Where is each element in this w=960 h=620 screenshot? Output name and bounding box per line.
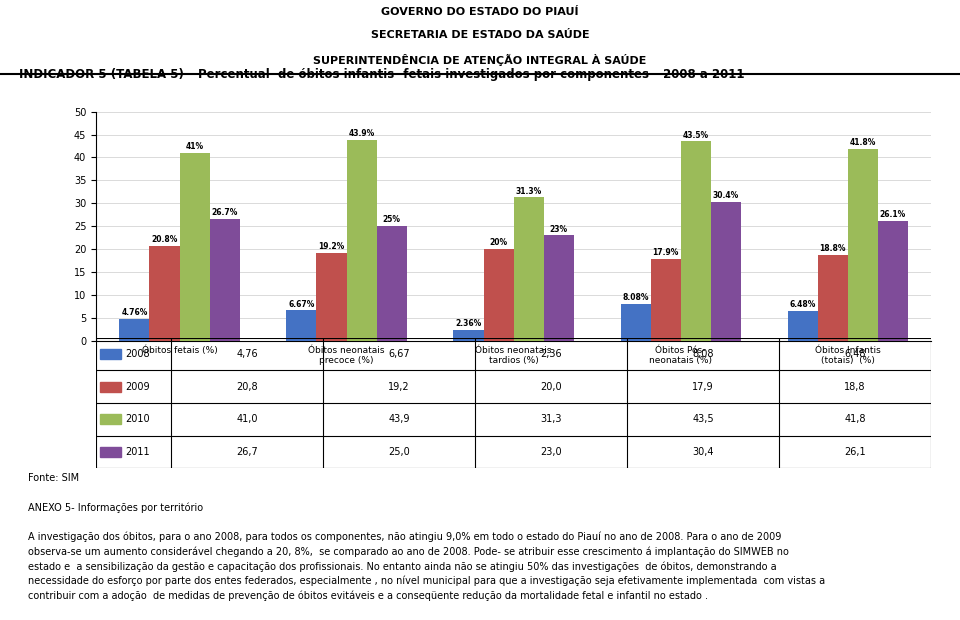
Bar xyxy=(848,149,877,341)
Text: necessidade do esforço por parte dos entes federados, especialmente , no nível m: necessidade do esforço por parte dos ent… xyxy=(29,576,826,587)
Text: 20,0: 20,0 xyxy=(540,382,562,392)
Text: 30.4%: 30.4% xyxy=(712,191,739,200)
Text: 18,8: 18,8 xyxy=(845,382,866,392)
Bar xyxy=(484,249,514,341)
Text: 8,08: 8,08 xyxy=(692,349,714,359)
Text: observa-se um aumento considerável chegando a 20, 8%,  se comparado ao ano de 20: observa-se um aumento considerável chega… xyxy=(29,546,789,557)
Text: 30,4: 30,4 xyxy=(692,447,714,457)
Text: 19,2: 19,2 xyxy=(389,382,410,392)
Bar xyxy=(681,141,710,341)
Text: 26,1: 26,1 xyxy=(845,447,866,457)
Text: 6.67%: 6.67% xyxy=(288,299,315,309)
Text: ANEXO 5- Informações por território: ANEXO 5- Informações por território xyxy=(29,502,204,513)
Text: 2.36%: 2.36% xyxy=(455,319,482,329)
Bar xyxy=(317,253,347,341)
Bar xyxy=(514,197,543,341)
Text: 43.5%: 43.5% xyxy=(683,131,708,140)
Text: 26,7: 26,7 xyxy=(236,447,258,457)
Text: 43.9%: 43.9% xyxy=(348,129,374,138)
Text: 2009: 2009 xyxy=(125,382,150,392)
Text: 41%: 41% xyxy=(185,142,204,151)
Text: 4,76: 4,76 xyxy=(236,349,258,359)
Bar xyxy=(347,140,376,341)
Text: 6,48: 6,48 xyxy=(845,349,866,359)
Text: 2010: 2010 xyxy=(125,414,150,424)
Bar xyxy=(651,259,681,341)
Text: 20.8%: 20.8% xyxy=(152,235,178,244)
Text: 43,5: 43,5 xyxy=(692,414,714,424)
Text: 25%: 25% xyxy=(383,216,400,224)
Bar xyxy=(100,414,121,425)
Text: 41,8: 41,8 xyxy=(845,414,866,424)
Text: SUPERINTENDÊNCIA DE ATENÇÃO INTEGRAL À SAÚDE: SUPERINTENDÊNCIA DE ATENÇÃO INTEGRAL À S… xyxy=(313,53,647,66)
Bar xyxy=(180,153,209,341)
Text: 2,36: 2,36 xyxy=(540,349,562,359)
Text: 17,9: 17,9 xyxy=(692,382,714,392)
Text: 41.8%: 41.8% xyxy=(850,138,876,148)
Bar xyxy=(453,330,484,341)
Text: 20%: 20% xyxy=(490,239,508,247)
Text: 8.08%: 8.08% xyxy=(622,293,649,302)
Text: 41,0: 41,0 xyxy=(236,414,258,424)
Text: 23%: 23% xyxy=(550,224,567,234)
Bar xyxy=(376,226,407,341)
Bar xyxy=(710,202,741,341)
Text: 23,0: 23,0 xyxy=(540,447,562,457)
Bar xyxy=(787,311,818,341)
Bar xyxy=(877,221,908,341)
Text: SECRETARIA DE ESTADO DA SAÚDE: SECRETARIA DE ESTADO DA SAÚDE xyxy=(371,30,589,40)
Text: A investigação dos óbitos, para o ano 2008, para todos os componentes, não ating: A investigação dos óbitos, para o ano 20… xyxy=(29,531,781,542)
Text: contribuir com a adoção  de medidas de prevenção de óbitos evitáveis e a conseqü: contribuir com a adoção de medidas de pr… xyxy=(29,590,708,601)
Bar xyxy=(119,319,150,341)
Bar xyxy=(150,246,180,341)
Bar xyxy=(286,311,317,341)
Text: 19.2%: 19.2% xyxy=(319,242,345,251)
Bar xyxy=(543,236,574,341)
Text: Fonte: SIM: Fonte: SIM xyxy=(29,472,80,482)
Bar xyxy=(818,255,848,341)
Text: 2011: 2011 xyxy=(125,447,150,457)
Bar xyxy=(100,446,121,457)
Text: GOVERNO DO ESTADO DO PIAUÍ: GOVERNO DO ESTADO DO PIAUÍ xyxy=(381,7,579,17)
Text: 25,0: 25,0 xyxy=(388,447,410,457)
Text: 4.76%: 4.76% xyxy=(121,308,148,317)
Text: 31,3: 31,3 xyxy=(540,414,562,424)
Text: 26.1%: 26.1% xyxy=(879,210,906,219)
Text: 31.3%: 31.3% xyxy=(516,187,541,195)
Text: 26.7%: 26.7% xyxy=(211,208,238,216)
Text: 20,8: 20,8 xyxy=(236,382,258,392)
Text: 18.8%: 18.8% xyxy=(820,244,846,253)
Text: estado e  a sensibilização da gestão e capacitação dos profissionais. No entanto: estado e a sensibilização da gestão e ca… xyxy=(29,561,777,572)
Text: 17.9%: 17.9% xyxy=(653,248,679,257)
Text: 6.48%: 6.48% xyxy=(789,301,816,309)
Bar xyxy=(100,381,121,392)
Bar xyxy=(209,218,240,341)
Text: 6,67: 6,67 xyxy=(389,349,410,359)
Text: 43,9: 43,9 xyxy=(389,414,410,424)
Text: 2008: 2008 xyxy=(125,349,150,359)
Bar xyxy=(620,304,651,341)
Bar xyxy=(100,349,121,360)
Text: INDICADOR 5 (TABELA 5) – Percentual  de óbitos infantis -fetais investigados por: INDICADOR 5 (TABELA 5) – Percentual de ó… xyxy=(19,68,745,81)
